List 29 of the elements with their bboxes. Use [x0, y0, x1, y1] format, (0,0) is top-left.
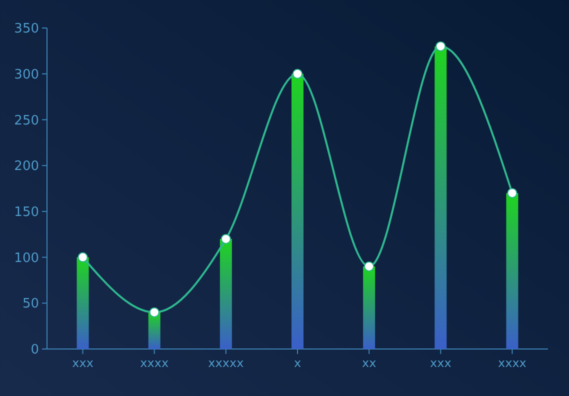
bar	[148, 312, 160, 349]
y-tick-label: 0	[30, 342, 39, 358]
x-tick-label: xxx	[72, 356, 94, 370]
x-tick-label: xxxx	[140, 356, 169, 370]
bar	[363, 266, 376, 349]
bar	[434, 46, 447, 349]
y-tick-label: 100	[14, 250, 39, 266]
point	[149, 307, 160, 318]
x-tick-label: xxxxx	[208, 356, 244, 370]
y-tick-label: 50	[22, 296, 39, 312]
point	[292, 68, 302, 79]
x-tick-label: xxxx	[498, 356, 526, 370]
point	[507, 188, 518, 198]
bar	[220, 238, 232, 349]
point	[436, 41, 446, 52]
bar	[506, 193, 518, 349]
bar	[292, 74, 304, 349]
y-tick-label: 350	[14, 22, 39, 37]
point	[78, 252, 88, 262]
bar	[76, 257, 89, 349]
x-tick-label: x	[294, 356, 302, 370]
y-tick-label: 200	[14, 159, 39, 174]
y-tick-label: 250	[14, 113, 39, 128]
y-tick-label: 300	[14, 67, 39, 82]
point	[364, 261, 374, 272]
y-tick-label: 150	[14, 204, 39, 220]
x-tick-label: xx	[362, 356, 376, 370]
point	[220, 234, 231, 244]
x-tick-label: xxx	[430, 356, 452, 370]
